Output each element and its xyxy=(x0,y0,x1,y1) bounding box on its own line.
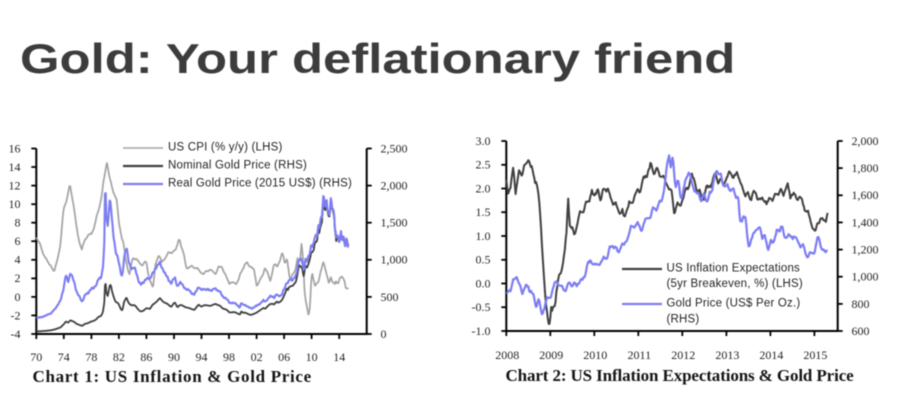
svg-text:2011: 2011 xyxy=(628,348,652,362)
svg-text:2014: 2014 xyxy=(759,348,783,362)
svg-text:500: 500 xyxy=(381,290,399,304)
svg-text:6: 6 xyxy=(15,234,21,248)
svg-text:2: 2 xyxy=(15,271,21,285)
svg-text:86: 86 xyxy=(140,350,152,364)
svg-text:98: 98 xyxy=(223,350,235,364)
svg-text:2013: 2013 xyxy=(715,348,739,362)
svg-text:94: 94 xyxy=(196,350,208,364)
svg-text:Nominal Gold Price (RHS): Nominal Gold Price (RHS) xyxy=(168,160,307,172)
svg-text:02: 02 xyxy=(251,350,263,364)
svg-text:Gold Price (US$ Per Oz.): Gold Price (US$ Per Oz.) xyxy=(667,298,801,310)
svg-text:2010: 2010 xyxy=(583,348,607,362)
svg-text:2.0: 2.0 xyxy=(476,181,491,195)
svg-text:2015: 2015 xyxy=(803,348,827,362)
svg-text:1,500: 1,500 xyxy=(381,216,408,230)
svg-text:2012: 2012 xyxy=(671,348,695,362)
svg-text:16: 16 xyxy=(9,141,21,155)
svg-text:2,000: 2,000 xyxy=(852,134,879,148)
svg-text:0.0: 0.0 xyxy=(476,276,491,290)
svg-text:US CPI (% y/y) (LHS): US CPI (% y/y) (LHS) xyxy=(168,142,283,154)
svg-text:10: 10 xyxy=(306,350,318,364)
svg-text:Chart 1: US Inflation & Gold P: Chart 1: US Inflation & Gold Price xyxy=(33,367,312,386)
svg-text:0.5: 0.5 xyxy=(476,253,491,267)
svg-text:90: 90 xyxy=(168,350,180,364)
svg-text:12: 12 xyxy=(9,179,21,193)
svg-text:US Inflation Expectations: US Inflation Expectations xyxy=(667,263,801,275)
svg-text:1.5: 1.5 xyxy=(476,205,491,219)
svg-text:1,200: 1,200 xyxy=(852,243,879,257)
svg-text:(RHS): (RHS) xyxy=(667,313,700,325)
svg-text:-4: -4 xyxy=(11,327,21,341)
svg-text:-0.5: -0.5 xyxy=(472,300,491,314)
svg-text:82: 82 xyxy=(113,350,125,364)
svg-text:Chart 2: US Inflation Expectat: Chart 2: US Inflation Expectations & Gol… xyxy=(506,366,855,385)
svg-text:1,000: 1,000 xyxy=(381,253,408,267)
svg-text:70: 70 xyxy=(30,350,42,364)
svg-text:-2: -2 xyxy=(11,308,21,322)
svg-text:14: 14 xyxy=(9,160,21,174)
svg-text:14: 14 xyxy=(333,350,345,364)
svg-text:1,800: 1,800 xyxy=(852,161,879,175)
svg-text:0: 0 xyxy=(15,290,21,304)
svg-text:600: 600 xyxy=(852,324,870,338)
svg-text:2009: 2009 xyxy=(539,348,563,362)
svg-text:4: 4 xyxy=(15,253,21,267)
svg-text:1.0: 1.0 xyxy=(476,229,491,243)
svg-text:3.0: 3.0 xyxy=(476,134,491,148)
svg-text:2,000: 2,000 xyxy=(381,179,408,193)
svg-text:-1.0: -1.0 xyxy=(472,324,491,338)
svg-text:(5yr Breakeven, %) (LHS): (5yr Breakeven, %) (LHS) xyxy=(667,278,803,290)
svg-text:1,600: 1,600 xyxy=(852,188,879,202)
svg-text:2,500: 2,500 xyxy=(381,141,408,155)
svg-text:2008: 2008 xyxy=(495,348,519,362)
svg-text:1,400: 1,400 xyxy=(852,215,879,229)
svg-text:06: 06 xyxy=(278,350,290,364)
svg-text:Real Gold Price (2015 US$) (RH: Real Gold Price (2015 US$) (RHS) xyxy=(168,178,352,190)
svg-text:1,000: 1,000 xyxy=(852,270,879,284)
svg-text:800: 800 xyxy=(852,297,870,311)
svg-text:78: 78 xyxy=(85,350,97,364)
svg-text:8: 8 xyxy=(15,216,21,230)
svg-text:2.5: 2.5 xyxy=(476,158,491,172)
svg-text:74: 74 xyxy=(58,350,70,364)
svg-text:10: 10 xyxy=(9,197,21,211)
svg-text:0: 0 xyxy=(381,327,387,341)
